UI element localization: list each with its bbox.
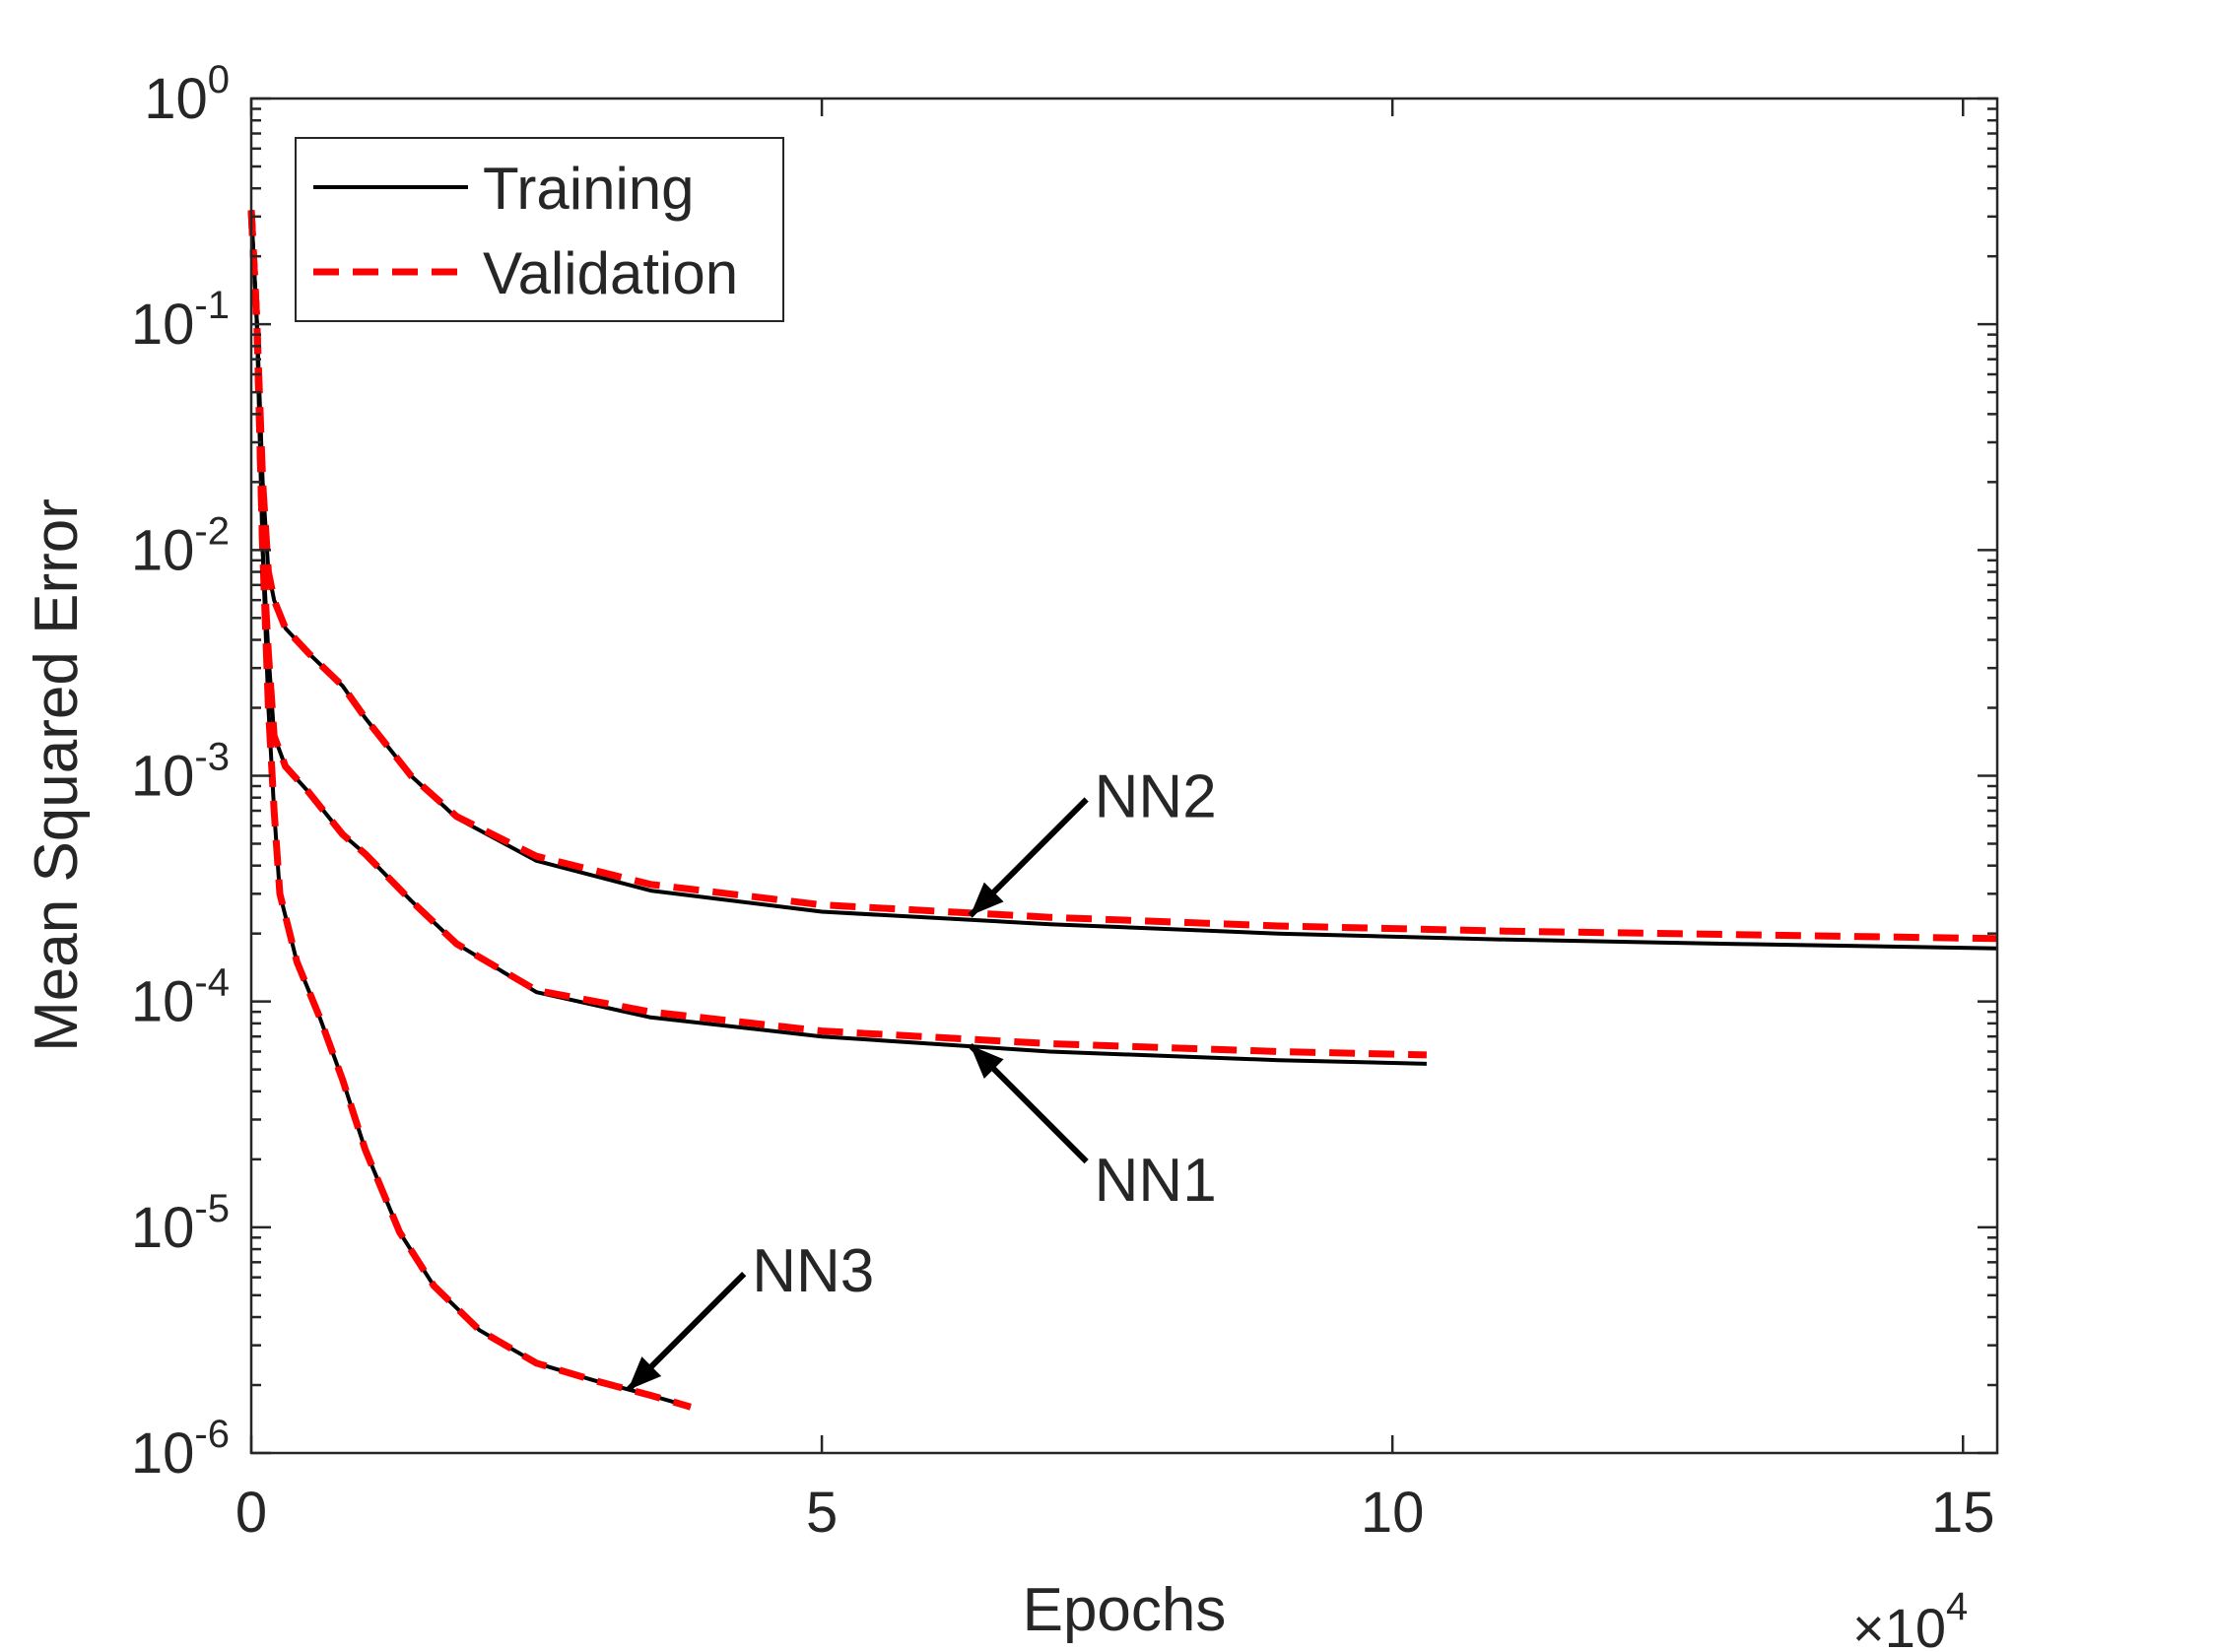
annotation-label-nn3: NN3 — [752, 1237, 874, 1305]
x-exponent-prefix: ×10 — [1852, 1597, 1946, 1652]
x-tick-labels: 0 5 10 15 — [235, 1481, 1995, 1545]
y-tick-label: 100 — [144, 58, 230, 131]
y-tick-label: 10-2 — [131, 509, 230, 582]
plot-area — [251, 99, 1997, 1453]
x-exponent-power: 4 — [1946, 1585, 1968, 1628]
tick-layer — [249, 97, 1997, 1455]
y-axis-label: Mean Squared Error — [23, 498, 91, 1052]
x-tick-label: 15 — [1931, 1481, 1995, 1545]
legend: Training Validation — [295, 137, 784, 322]
legend-training-label: Training — [483, 156, 695, 222]
y-tick-label: 10-3 — [131, 736, 230, 809]
series-layer — [247, 210, 1998, 1411]
series-line-nn2-validation — [247, 210, 1998, 943]
x-exponent-label: ×104 — [1852, 1585, 1968, 1652]
annotation-layer: NN2 NN1 NN3 — [626, 763, 1217, 1393]
annotation-arrowhead-nn1 — [970, 1045, 1004, 1080]
series-line-nn3-validation — [247, 210, 692, 1411]
x-tick-label: 0 — [235, 1481, 267, 1545]
y-tick-label: 10-6 — [131, 1413, 230, 1486]
legend-box — [295, 137, 784, 322]
legend-validation-label: Validation — [483, 240, 738, 306]
annotation-arrowhead-nn2 — [970, 882, 1004, 916]
y-tick-label: 10-5 — [131, 1187, 230, 1260]
annotation-label-nn2: NN2 — [1095, 763, 1217, 831]
svg-text:×104: ×104 — [1852, 1585, 1968, 1652]
annotation-label-nn1: NN1 — [1095, 1147, 1217, 1215]
y-tick-label: 10-1 — [131, 284, 230, 357]
y-tick-labels: 100 10-1 10-2 10-3 10-4 10-5 10-6 — [131, 58, 230, 1486]
x-tick-label: 5 — [806, 1481, 838, 1545]
y-tick-label: 10-4 — [131, 961, 230, 1034]
x-axis-label: Epochs — [1023, 1576, 1227, 1644]
x-tick-label: 10 — [1361, 1481, 1425, 1545]
annotation-arrowhead-nn3 — [628, 1356, 662, 1391]
